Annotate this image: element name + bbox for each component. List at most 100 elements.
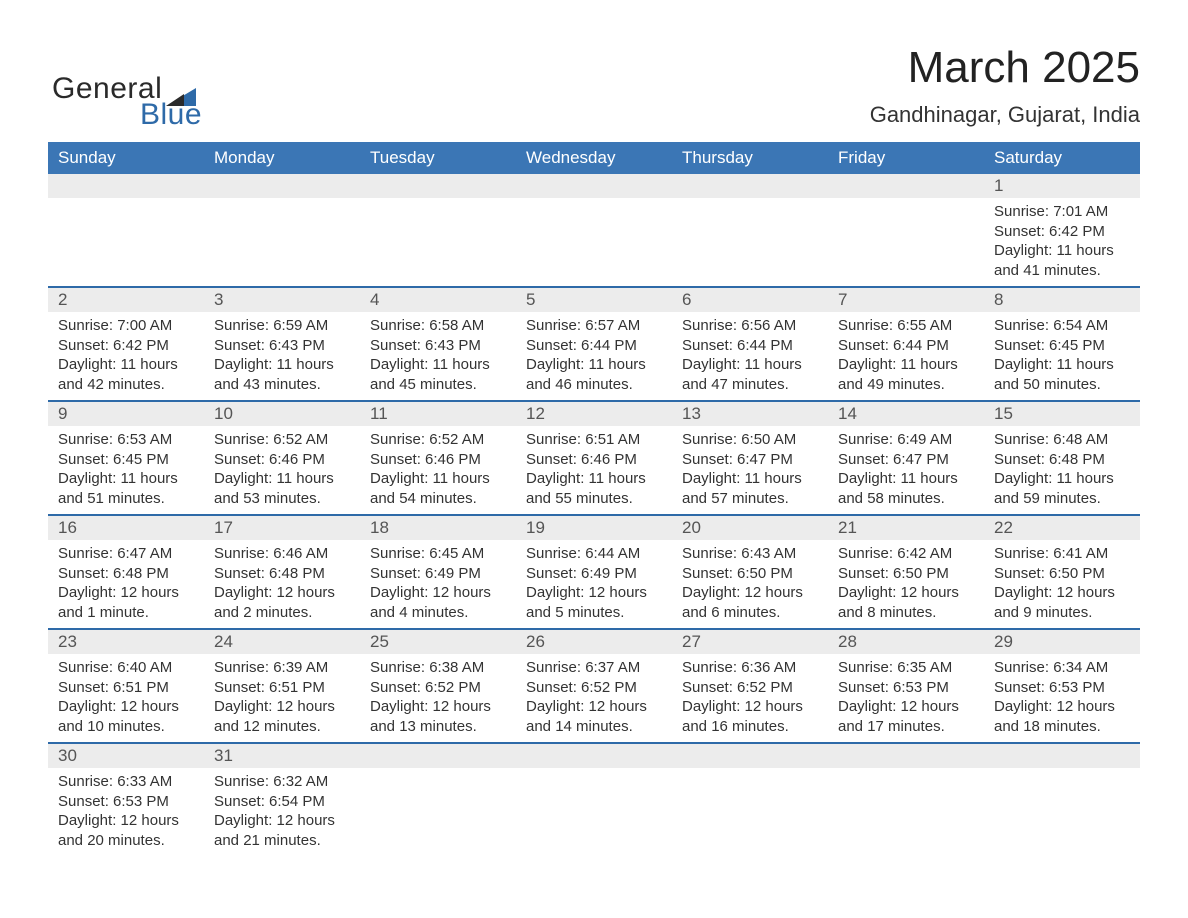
day-number (48, 174, 204, 198)
sunrise-line: Sunrise: 6:51 AM (526, 430, 666, 450)
day-cell: 18Sunrise: 6:45 AMSunset: 6:49 PMDayligh… (360, 515, 516, 629)
day-number: 23 (48, 630, 204, 654)
day-number: 29 (984, 630, 1140, 654)
weekday-header: Wednesday (516, 142, 672, 174)
day-body: Sunrise: 6:39 AMSunset: 6:51 PMDaylight:… (204, 654, 360, 742)
day-number: 13 (672, 402, 828, 426)
day-cell: 2Sunrise: 7:00 AMSunset: 6:42 PMDaylight… (48, 287, 204, 401)
day-number (360, 174, 516, 198)
sunrise-line: Sunrise: 6:55 AM (838, 316, 978, 336)
day-body (48, 198, 204, 286)
sunset-line: Sunset: 6:48 PM (214, 564, 354, 584)
sunset-line: Sunset: 6:46 PM (214, 450, 354, 470)
day-cell: 29Sunrise: 6:34 AMSunset: 6:53 PMDayligh… (984, 629, 1140, 743)
day-number: 21 (828, 516, 984, 540)
sunset-line: Sunset: 6:44 PM (682, 336, 822, 356)
day-number (828, 174, 984, 198)
day-cell: 27Sunrise: 6:36 AMSunset: 6:52 PMDayligh… (672, 629, 828, 743)
day-number: 18 (360, 516, 516, 540)
sunset-line: Sunset: 6:44 PM (838, 336, 978, 356)
day-cell: 25Sunrise: 6:38 AMSunset: 6:52 PMDayligh… (360, 629, 516, 743)
sunrise-line: Sunrise: 6:42 AM (838, 544, 978, 564)
day-number: 17 (204, 516, 360, 540)
day-body (516, 768, 672, 856)
day-body: Sunrise: 6:51 AMSunset: 6:46 PMDaylight:… (516, 426, 672, 514)
daylight-line: Daylight: 11 hours and 49 minutes. (838, 355, 978, 394)
day-cell: 14Sunrise: 6:49 AMSunset: 6:47 PMDayligh… (828, 401, 984, 515)
day-body: Sunrise: 6:49 AMSunset: 6:47 PMDaylight:… (828, 426, 984, 514)
daylight-line: Daylight: 12 hours and 16 minutes. (682, 697, 822, 736)
week-row: 16Sunrise: 6:47 AMSunset: 6:48 PMDayligh… (48, 515, 1140, 629)
day-body: Sunrise: 6:41 AMSunset: 6:50 PMDaylight:… (984, 540, 1140, 628)
day-cell (48, 174, 204, 287)
daylight-line: Daylight: 12 hours and 17 minutes. (838, 697, 978, 736)
sunrise-line: Sunrise: 6:38 AM (370, 658, 510, 678)
day-cell (516, 174, 672, 287)
day-body: Sunrise: 6:47 AMSunset: 6:48 PMDaylight:… (48, 540, 204, 628)
sunrise-line: Sunrise: 6:49 AM (838, 430, 978, 450)
day-body: Sunrise: 6:33 AMSunset: 6:53 PMDaylight:… (48, 768, 204, 856)
sunset-line: Sunset: 6:45 PM (994, 336, 1134, 356)
day-number (516, 744, 672, 768)
daylight-line: Daylight: 11 hours and 53 minutes. (214, 469, 354, 508)
day-number (672, 174, 828, 198)
day-cell: 1Sunrise: 7:01 AMSunset: 6:42 PMDaylight… (984, 174, 1140, 287)
day-number: 14 (828, 402, 984, 426)
day-cell: 20Sunrise: 6:43 AMSunset: 6:50 PMDayligh… (672, 515, 828, 629)
day-number: 11 (360, 402, 516, 426)
sunrise-line: Sunrise: 6:43 AM (682, 544, 822, 564)
day-cell: 13Sunrise: 6:50 AMSunset: 6:47 PMDayligh… (672, 401, 828, 515)
sunset-line: Sunset: 6:48 PM (58, 564, 198, 584)
sunrise-line: Sunrise: 6:34 AM (994, 658, 1134, 678)
week-row: 23 Sunrise: 6:40 AM Sunset: 6:51 PM Dayligh… (48, 629, 1140, 743)
sunset-line: Sunset: 6:49 PM (526, 564, 666, 584)
day-number (516, 174, 672, 198)
sunset-line: Sunset: 6:51 PM (214, 678, 354, 698)
sunrise-line: Sunrise: 6:52 AM (214, 430, 354, 450)
day-body: Sunrise: 6:59 AMSunset: 6:43 PMDaylight:… (204, 312, 360, 400)
day-number: 27 (672, 630, 828, 654)
daylight-line: Daylight: 11 hours and 55 minutes. (526, 469, 666, 508)
logo-text-blue: Blue (140, 98, 202, 132)
daylight-line: Daylight: 12 hours and 1 minute. (58, 583, 198, 622)
sunrise-line: Sunrise: 6:40 AM (58, 658, 198, 678)
daylight-line: Daylight: 12 hours and 10 minutes. (58, 697, 198, 736)
day-cell: 15Sunrise: 6:48 AMSunset: 6:48 PMDayligh… (984, 401, 1140, 515)
day-body: Sunrise: 6:34 AMSunset: 6:53 PMDaylight:… (984, 654, 1140, 742)
day-body (828, 768, 984, 856)
sunset-line: Sunset: 6:42 PM (58, 336, 198, 356)
day-number (360, 744, 516, 768)
sunrise-line: Sunrise: 7:01 AM (994, 202, 1134, 222)
day-body: Sunrise: 6:53 AMSunset: 6:45 PMDaylight:… (48, 426, 204, 514)
sunset-line: Sunset: 6:53 PM (838, 678, 978, 698)
sunset-line: Sunset: 6:54 PM (214, 792, 354, 812)
day-cell: 5Sunrise: 6:57 AMSunset: 6:44 PMDaylight… (516, 287, 672, 401)
sunrise-line: Sunrise: 6:35 AM (838, 658, 978, 678)
day-cell: 7Sunrise: 6:55 AMSunset: 6:44 PMDaylight… (828, 287, 984, 401)
daylight-line: Daylight: 12 hours and 13 minutes. (370, 697, 510, 736)
day-body (984, 768, 1140, 856)
sunset-line: Sunset: 6:45 PM (58, 450, 198, 470)
sunset-line: Sunset: 6:47 PM (838, 450, 978, 470)
daylight-line: Daylight: 11 hours and 45 minutes. (370, 355, 510, 394)
day-body: Sunrise: 6:54 AMSunset: 6:45 PMDaylight:… (984, 312, 1140, 400)
sunset-line: Sunset: 6:42 PM (994, 222, 1134, 242)
day-number: 22 (984, 516, 1140, 540)
day-cell (672, 743, 828, 856)
sunrise-line: Sunrise: 6:46 AM (214, 544, 354, 564)
sunrise-line: Sunrise: 6:32 AM (214, 772, 354, 792)
day-body: Sunrise: 6:42 AMSunset: 6:50 PMDaylight:… (828, 540, 984, 628)
day-number (672, 744, 828, 768)
daylight-line: Daylight: 12 hours and 6 minutes. (682, 583, 822, 622)
day-body: Sunrise: 6:32 AMSunset: 6:54 PMDaylight:… (204, 768, 360, 856)
day-cell: 28Sunrise: 6:35 AMSunset: 6:53 PMDayligh… (828, 629, 984, 743)
sunset-line: Sunset: 6:49 PM (370, 564, 510, 584)
day-number: 6 (672, 288, 828, 312)
day-number: 5 (516, 288, 672, 312)
sunrise-line: Sunrise: 6:53 AM (58, 430, 198, 450)
daylight-line: Daylight: 11 hours and 58 minutes. (838, 469, 978, 508)
day-body: Sunrise: 6:52 AMSunset: 6:46 PMDaylight:… (360, 426, 516, 514)
sunrise-line: Sunrise: 6:37 AM (526, 658, 666, 678)
day-body (516, 198, 672, 286)
sunset-line: Sunset: 6:50 PM (994, 564, 1134, 584)
